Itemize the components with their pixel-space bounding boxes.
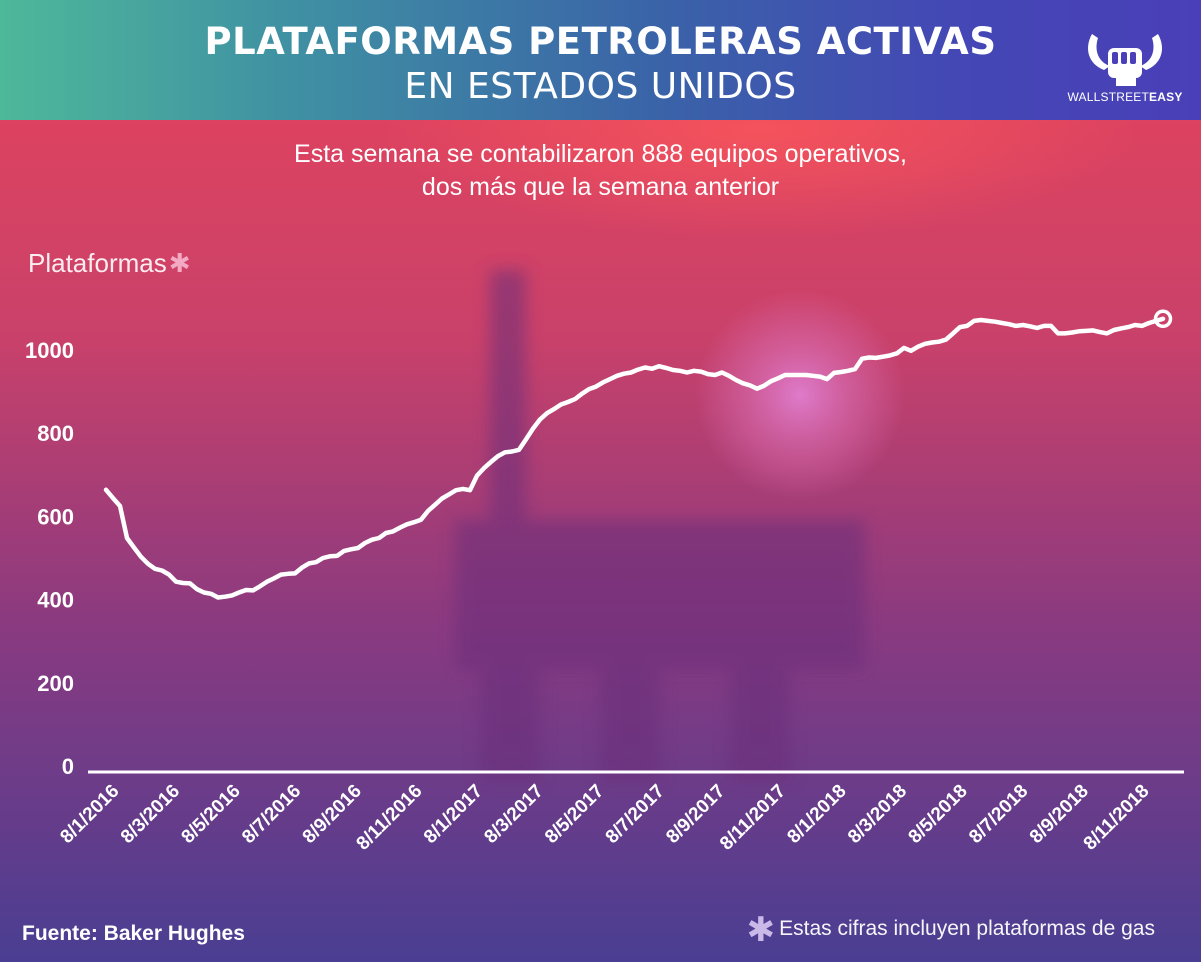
brand-name-light: WALLSTREET [1067,90,1150,104]
x-tick-label: 8/5/2018 [905,781,972,848]
series-end-point [1153,309,1173,329]
brand-name-bold: EASY [1149,90,1183,104]
x-tick-label: 8/1/2018 [783,781,850,848]
footnote-text: Estas cifras incluyen plataformas de gas [779,917,1155,940]
title-line-2: EN ESTADOS UNIDOS [404,66,797,107]
x-tick-label: 8/11/2017 [716,781,790,855]
asterisk-icon: ✱ [746,911,776,949]
y-axis-label: Plataformas✱ [28,248,191,279]
title-line-1: PLATAFORMAS PETROLERAS ACTIVAS [204,20,997,63]
header-banner: PLATAFORMAS PETROLERAS ACTIVAS EN ESTADO… [0,0,1201,120]
y-tick-label: 400 [37,588,74,613]
subtitle: Esta semana se contabilizaron 888 equipo… [0,138,1201,204]
y-axis-label-text: Plataformas [28,248,167,278]
x-tick-label: 8/3/2017 [481,781,548,848]
x-tick-label: 8/5/2017 [541,781,608,848]
y-tick-label: 600 [37,504,74,529]
y-tick-label: 0 [62,754,74,779]
source-note: Fuente: Baker Hughes [22,922,245,945]
x-tick-label: 8/7/2016 [238,781,305,848]
x-tick-label: 8/1/2017 [420,781,487,848]
y-tick-label: 800 [37,421,74,446]
y-tick-label: 1000 [25,338,74,363]
x-tick-label: 8/3/2018 [844,781,911,848]
x-tick-label: 8/11/2018 [1080,781,1154,855]
x-axis-ticks: 8/1/20168/3/20168/5/20168/7/20168/9/2016… [56,781,1153,855]
x-tick-label: 8/11/2016 [353,781,427,855]
subtitle-line-1: Esta semana se contabilizaron 888 equipo… [294,140,907,168]
footnote: ✱ Estas cifras incluyen plataformas de ga… [747,910,1155,950]
x-tick-label: 8/7/2017 [602,781,669,848]
subtitle-line-2: dos más que la semana anterior [421,173,780,201]
brand-name: WALLSTREETEASY [1062,90,1188,104]
bull-fist-logo-icon [1088,34,1162,86]
x-tick-label: 8/1/2016 [56,781,123,848]
y-axis-ticks: 0 200 400 600 800 1000 [25,338,74,779]
series-line [103,316,1166,600]
x-tick-label: 8/7/2018 [965,781,1032,848]
asterisk-icon: ✱ [168,248,191,278]
y-tick-label: 200 [37,671,74,696]
x-tick-label: 8/3/2016 [117,781,184,848]
x-tick-label: 8/5/2016 [178,781,245,848]
